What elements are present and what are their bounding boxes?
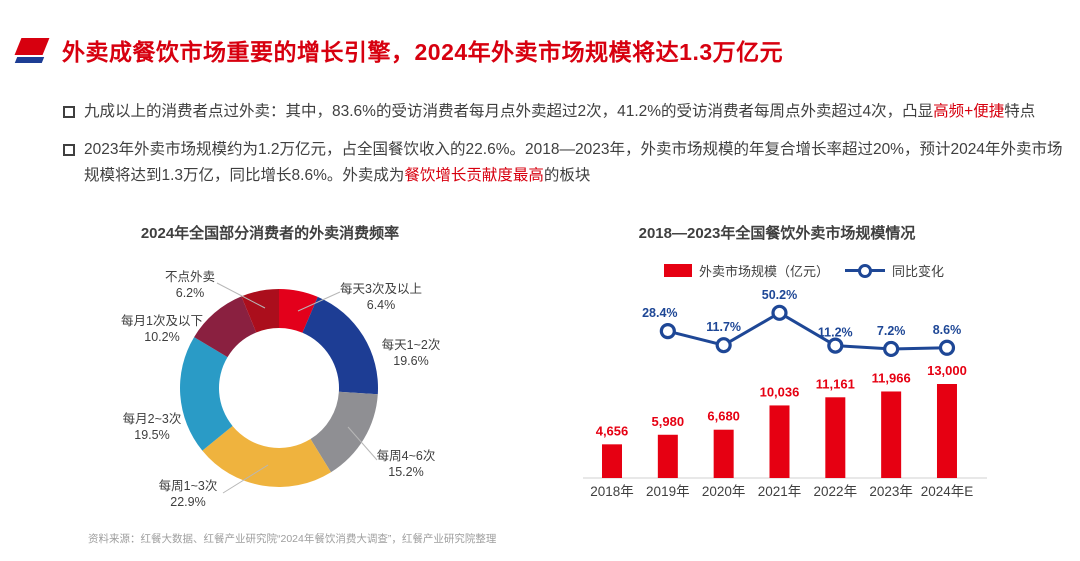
bar-line-chart: 4,656 2018年 5,980 2019年 6,680 2020年 10,036 2021… [583, 288, 987, 499]
x-axis-label: 2020年 [702, 484, 746, 499]
combo-chart-legend: 外卖市场规模（亿元） 同比变化 [664, 261, 944, 280]
x-axis-label: 2021年 [758, 484, 802, 499]
leader-line-1 [347, 426, 378, 461]
donut-slice-4 [180, 337, 233, 451]
bar-value-label: 10,036 [760, 384, 800, 399]
x-axis-label: 2024年E [921, 484, 974, 499]
line-marker [771, 304, 788, 321]
bullet-2-seg-3: 的板块 [543, 167, 591, 184]
line-series-marker-icon [845, 263, 886, 278]
donut-slice-1 [302, 296, 378, 395]
brand-logo [14, 38, 52, 66]
bullet-1-seg-3: 特点 [1004, 103, 1036, 120]
bullet-1-seg-1: 九成以上的消费者点过外卖：其中，83.6%的受访消费者每月点外卖超过2次，41.… [84, 103, 934, 120]
line-series-legend-label: 同比变化 [892, 264, 945, 279]
bullet-item-2: 2023年外卖市场规模约为1.2万亿元，占全国餐饮收入的22.6%。2018—2… [63, 137, 1063, 189]
line-value-label: 11.2% [818, 326, 853, 340]
bar-2021年 [769, 405, 790, 478]
x-axis-label: 2022年 [814, 484, 858, 499]
bar-value-label: 5,980 [652, 414, 685, 429]
line-marker [827, 337, 844, 354]
x-axis-label: 2023年 [869, 484, 913, 499]
bullet-item-1: 九成以上的消费者点过外卖：其中，83.6%的受访消费者每月点外卖超过2次，41.… [63, 99, 1063, 125]
bar-2018年 [602, 444, 622, 478]
line-marker [938, 339, 956, 356]
line-value-label: 11.7% [706, 320, 741, 334]
square-bullet-icon [63, 106, 75, 118]
growth-line [667, 311, 948, 351]
bullet-list: 九成以上的消费者点过外卖：其中，83.6%的受访消费者每月点外卖超过2次，41.… [63, 99, 1063, 201]
bar-series-swatch-icon [664, 264, 692, 277]
line-marker [883, 340, 900, 358]
bar-value-label: 4,656 [596, 423, 629, 438]
donut-slice-5 [194, 296, 257, 358]
bar-2022年 [825, 397, 846, 478]
line-marker [715, 337, 732, 354]
line-value-label: 28.4% [642, 306, 677, 320]
leader-line-2 [222, 464, 269, 494]
bullet-2-text: 2023年外卖市场规模约为1.2万亿元，占全国餐饮收入的22.6%。2018—2… [84, 137, 1063, 189]
donut-chart [180, 282, 378, 494]
bar-value-label: 11,966 [872, 370, 911, 385]
bar-series-legend-label: 外卖市场规模（亿元） [699, 264, 830, 279]
donut-slice-3 [202, 425, 331, 487]
bullet-2-highlight: 餐饮增长贡献度最高 [404, 167, 544, 184]
bar-value-label: 13,000 [927, 363, 967, 378]
logo-red-flag-icon [14, 38, 50, 55]
line-value-label: 50.2% [762, 288, 797, 302]
combo-chart-title: 2018—2023年全国餐饮外卖市场规模情况 [638, 225, 916, 242]
source-note: 资料来源：红餐大数据、红餐产业研究院“2024年餐饮消费大调查”，红餐产业研究院… [88, 533, 497, 545]
logo-blue-stripe-icon [14, 57, 45, 63]
x-axis-label: 2019年 [646, 484, 690, 499]
bullet-1-text: 九成以上的消费者点过外卖：其中，83.6%的受访消费者每月点外卖超过2次，41.… [84, 99, 1035, 125]
leader-line-0 [297, 291, 341, 312]
bar-2020年 [713, 429, 734, 478]
x-axis-label: 2018年 [590, 484, 634, 499]
bar-2019年 [657, 434, 678, 478]
square-bullet-icon [63, 144, 75, 156]
line-value-label: 8.6% [933, 323, 962, 337]
bullet-1-highlight: 高频+便捷 [933, 103, 1005, 120]
leader-line-3 [216, 282, 266, 309]
donut-slice-2 [310, 391, 378, 473]
bar-value-label: 6,680 [707, 409, 740, 424]
line-value-label: 7.2% [877, 324, 906, 338]
line-series-dot-icon [858, 263, 873, 278]
bar-value-label: 11,161 [816, 376, 855, 391]
bullet-2-seg-1: 2023年外卖市场规模约为1.2万亿元，占全国餐饮收入的22.6%。2018—2… [84, 141, 1063, 184]
bar-2023年 [881, 391, 902, 478]
donut-slice-6 [241, 289, 279, 333]
line-marker [659, 323, 676, 340]
bar-2024年E [936, 384, 957, 478]
page-title: 外卖成餐饮市场重要的增长引擎，2024年外卖市场规模将达1.3万亿元 [62, 39, 784, 65]
donut-chart-title: 2024年全国部分消费者的外卖消费频率 [140, 225, 400, 242]
